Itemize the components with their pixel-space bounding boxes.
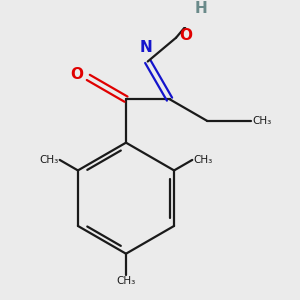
Text: N: N [140, 40, 153, 55]
Text: O: O [180, 28, 193, 43]
Text: CH₃: CH₃ [116, 276, 136, 286]
Text: O: O [70, 68, 83, 82]
Text: H: H [194, 1, 207, 16]
Text: CH₃: CH₃ [39, 155, 58, 165]
Text: CH₃: CH₃ [252, 116, 272, 126]
Text: CH₃: CH₃ [194, 155, 213, 165]
